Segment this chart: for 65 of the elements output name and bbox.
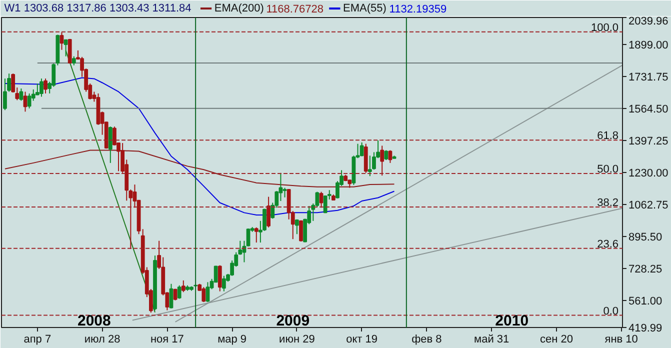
candlestick: [27, 92, 32, 109]
x-tick-label: ноя 17: [150, 334, 184, 346]
candlestick: [19, 88, 24, 102]
annotation: 50.0: [597, 164, 619, 176]
x-tick-label: фев 8: [412, 334, 442, 346]
y-tick-label: 895.50: [628, 232, 662, 244]
x-tick-label: мар 9: [218, 334, 247, 346]
candlestick: [319, 191, 324, 208]
annotation: 23.6: [597, 238, 619, 250]
candlestick: [169, 283, 174, 309]
candlestick: [64, 39, 68, 57]
candlestick: [181, 280, 186, 293]
candlestick: [380, 145, 384, 176]
candlestick: [23, 91, 28, 112]
y-tick-label: 1062.75: [628, 200, 668, 212]
candlestick: [360, 142, 364, 157]
y-tick-label: 728.25: [628, 264, 662, 276]
y-tick-label: 1564.50: [628, 103, 668, 116]
chart-title: W1 1303.68 1317.86 1303.43 1311.84: [4, 2, 192, 14]
candlestick: [68, 38, 72, 64]
x-tick-label: янв 10: [604, 334, 638, 346]
legend-label: EMA(200): [214, 2, 264, 14]
candlestick: [266, 196, 270, 228]
candlestick: [222, 275, 226, 292]
y-tick-label: 1731.75: [628, 71, 668, 84]
candlestick: [384, 150, 388, 161]
y-tick-label: 1899.00: [628, 39, 668, 52]
x-tick-label: сен 20: [540, 334, 573, 346]
candlestick: [299, 220, 303, 242]
candlestick: [368, 155, 372, 177]
candlestick: [278, 172, 283, 202]
annotation: 0.0: [603, 305, 619, 318]
candlestick: [218, 264, 222, 292]
annotation: 2010: [495, 312, 529, 330]
x-tick-label: июл 28: [84, 334, 120, 346]
annotation: 2009: [276, 312, 310, 330]
x-tick-label: июн 29: [279, 334, 315, 346]
candlestick: [315, 191, 320, 208]
y-tick-label: 419.99: [628, 322, 662, 334]
y-tick-label: 1230.00: [628, 167, 668, 180]
annotation: 38.2: [597, 197, 619, 209]
text: 1168.76728: [266, 4, 324, 16]
annotation: 100.0: [590, 22, 619, 34]
text: 1132.19359: [389, 4, 447, 16]
annotation: 2008: [78, 312, 111, 330]
line-series: [4, 150, 395, 188]
x-tick-label: окт 19: [346, 334, 378, 346]
candlestick: [202, 286, 206, 303]
candlestick: [177, 284, 182, 300]
y-tick-label: 1397.25: [628, 135, 668, 148]
legend-label: EMA(55): [343, 2, 386, 14]
candlestick: [40, 78, 44, 98]
candlestick: [60, 32, 64, 50]
y-tick-label: 561.00: [628, 296, 662, 308]
candlestick: [3, 78, 7, 111]
candlestick: [294, 218, 299, 235]
x-tick-label: май 31: [474, 334, 510, 346]
y-tick-label: 2039.96: [628, 16, 668, 28]
candlestick: [108, 126, 112, 164]
candlestick: [282, 187, 287, 198]
annotation: 61.8: [597, 130, 619, 142]
candlestick: [44, 78, 48, 94]
x-tick-label: апр 7: [24, 334, 52, 346]
candlestick: [254, 226, 258, 244]
candlestick: [206, 282, 210, 303]
